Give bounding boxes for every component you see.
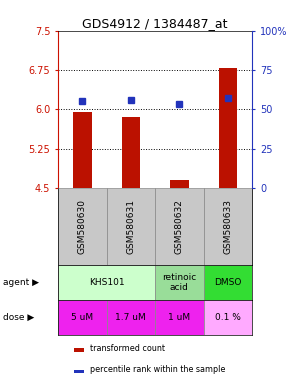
Bar <box>58 265 155 300</box>
Text: GSM580633: GSM580633 <box>224 199 233 254</box>
Text: transformed count: transformed count <box>90 344 165 353</box>
Text: 5 uM: 5 uM <box>71 313 93 322</box>
Bar <box>155 265 204 300</box>
Text: dose ▶: dose ▶ <box>3 313 34 322</box>
Text: percentile rank within the sample: percentile rank within the sample <box>90 365 225 374</box>
Text: retinoic
acid: retinoic acid <box>162 273 197 292</box>
Bar <box>204 188 252 265</box>
Text: 1 uM: 1 uM <box>168 313 191 322</box>
Bar <box>74 348 84 352</box>
Bar <box>58 188 106 265</box>
Text: GSM580632: GSM580632 <box>175 199 184 254</box>
Text: agent ▶: agent ▶ <box>3 278 39 287</box>
Bar <box>106 300 155 335</box>
Text: DMSO: DMSO <box>214 278 242 287</box>
Bar <box>106 188 155 265</box>
Bar <box>219 68 237 188</box>
Bar <box>204 265 252 300</box>
Bar <box>204 300 252 335</box>
Text: KHS101: KHS101 <box>89 278 124 287</box>
Bar <box>170 180 189 188</box>
Title: GDS4912 / 1384487_at: GDS4912 / 1384487_at <box>82 17 228 30</box>
Bar <box>155 300 204 335</box>
Text: GSM580631: GSM580631 <box>126 199 135 254</box>
Bar <box>73 112 92 188</box>
Text: 1.7 uM: 1.7 uM <box>115 313 146 322</box>
Bar <box>74 369 84 373</box>
Bar <box>122 117 140 188</box>
Text: 0.1 %: 0.1 % <box>215 313 241 322</box>
Bar <box>155 188 204 265</box>
Text: GSM580630: GSM580630 <box>78 199 87 254</box>
Bar <box>58 300 106 335</box>
